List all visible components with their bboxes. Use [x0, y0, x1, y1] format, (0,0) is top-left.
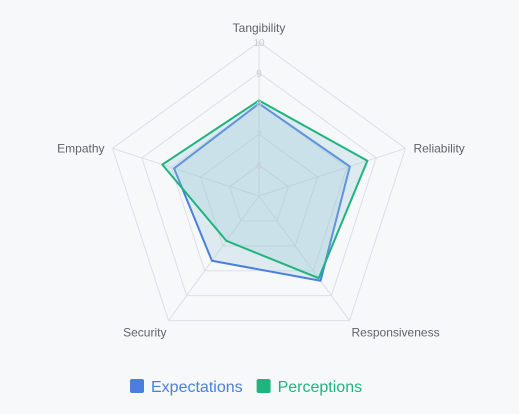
- tick-label: 9: [256, 69, 262, 80]
- series-area-expectations[interactable]: [173, 102, 351, 282]
- legend-item-perceptions[interactable]: Perceptions: [256, 379, 363, 396]
- tick-label: 8: [256, 100, 262, 111]
- tick-label: 7: [256, 130, 262, 141]
- legend[interactable]: Expectations Perceptions: [130, 379, 362, 396]
- grid-ring: [199, 133, 319, 247]
- legend-swatch: [256, 379, 271, 393]
- series-area-perceptions[interactable]: [161, 99, 369, 280]
- legend-label: Perceptions: [278, 379, 363, 396]
- axis-label-security: Security: [123, 326, 166, 340]
- grid-spoke: [168, 195, 260, 321]
- legend-item-expectations[interactable]: Expectations: [130, 379, 243, 396]
- grid-ring: [141, 72, 377, 297]
- grid-ring: [170, 102, 348, 272]
- grid-ring: [229, 164, 289, 222]
- axis-label-reliability: Reliability: [413, 141, 464, 155]
- tick-label: 10: [253, 38, 265, 49]
- grid-spoke: [112, 147, 260, 197]
- radar-tick-labels: 6 7 8 9 10: [253, 38, 265, 172]
- tick-label: 6: [256, 161, 262, 172]
- grid-spoke: [258, 195, 350, 321]
- radar-grid: [111, 41, 407, 322]
- axis-label-responsiveness: Responsiveness: [352, 326, 440, 340]
- radar-series-areas: [161, 99, 369, 282]
- legend-swatch: [130, 379, 144, 393]
- radar-axis-labels: Tangibility Reliability Responsiveness Secu…: [57, 21, 465, 340]
- grid-ring: [111, 41, 407, 322]
- axis-label-empathy: Empathy: [57, 141, 104, 155]
- grid-spoke: [258, 147, 406, 197]
- legend-label: Expectations: [151, 379, 243, 396]
- axis-label-tangibility: Tangibility: [233, 21, 286, 35]
